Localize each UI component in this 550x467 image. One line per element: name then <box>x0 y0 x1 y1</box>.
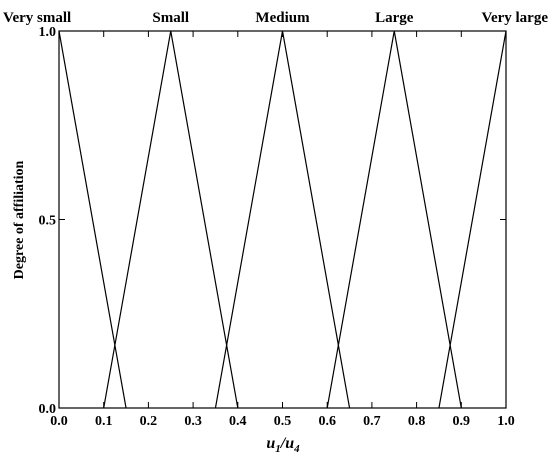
x-tick-label: 0.5 <box>274 414 292 429</box>
x-axis-label: u1/u4 <box>266 435 300 455</box>
series-label-1: Very small <box>3 10 71 26</box>
series-line-4 <box>326 30 462 409</box>
x-tick-label: 0.9 <box>453 414 471 429</box>
y-tick-label: 1.0 <box>39 25 57 40</box>
y-tick-label: 0.0 <box>39 402 57 417</box>
y-tick-label: 0.5 <box>39 214 57 229</box>
series-line-1 <box>58 30 127 409</box>
series-labels: Very small Small Medium Large Very large <box>3 10 548 26</box>
plot-border <box>58 30 507 409</box>
series-layer <box>58 30 507 409</box>
x-tick-label: 0.8 <box>408 414 426 429</box>
series-line-3 <box>214 30 351 409</box>
x-tick-label: 0.3 <box>184 414 202 429</box>
series-label-2: Small <box>152 10 189 26</box>
x-tick-label: 0.4 <box>229 414 247 429</box>
x-tick-label: 0.0 <box>50 414 68 429</box>
x-tick-label: 0.7 <box>363 414 381 429</box>
series-line-5 <box>438 30 507 409</box>
series-line-2 <box>103 30 239 409</box>
x-tick-label: 0.6 <box>318 414 336 429</box>
series-label-4: Large <box>375 10 414 26</box>
x-tick-label: 1.0 <box>497 414 515 429</box>
y-ticks: 0.0 0.5 1.0 <box>39 25 506 417</box>
x-ticks: 0.0 0.1 0.2 0.3 0.4 0.5 0.6 0.7 0.8 0.9 1.0 <box>50 31 515 429</box>
series-label-3: Medium <box>255 10 310 26</box>
y-axis-label: Degree of affiliation <box>12 160 27 279</box>
x-tick-label: 0.2 <box>140 414 158 429</box>
series-label-5: Very large <box>481 10 548 26</box>
plot-frame <box>58 30 507 409</box>
x-tick-label: 0.1 <box>95 414 113 429</box>
